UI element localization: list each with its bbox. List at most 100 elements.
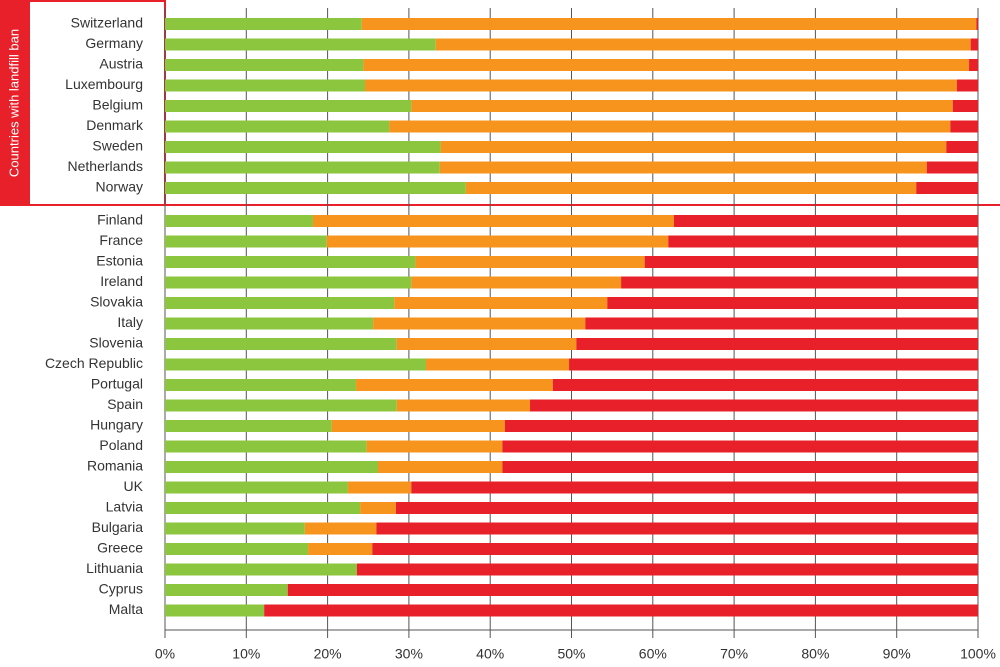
y-tick-label: Denmark bbox=[86, 117, 144, 133]
bar-segment bbox=[395, 502, 979, 514]
bar-segment bbox=[165, 161, 440, 174]
bar-segment bbox=[502, 461, 978, 473]
y-tick-label: Lithuania bbox=[86, 560, 143, 576]
y-tick-label: Estonia bbox=[96, 253, 143, 269]
bar-segment bbox=[165, 120, 390, 133]
bar-segment bbox=[946, 141, 978, 153]
bar-segment bbox=[504, 420, 978, 432]
bar-segment bbox=[165, 358, 426, 371]
bar-segment bbox=[165, 584, 288, 596]
bar-segment bbox=[435, 38, 971, 51]
group-label-bg bbox=[0, 0, 30, 206]
x-tick-label: 0% bbox=[155, 646, 175, 662]
bar-segment bbox=[389, 120, 951, 133]
y-tick-label: Netherlands bbox=[68, 158, 144, 174]
x-tick-label: 30% bbox=[395, 646, 423, 662]
bar-segment bbox=[165, 182, 466, 194]
group-label: Countries with landfill ban bbox=[6, 29, 21, 177]
bar-segment bbox=[411, 276, 622, 289]
bar-segment bbox=[396, 338, 577, 350]
bar-segment bbox=[396, 399, 531, 412]
bar-segment bbox=[465, 182, 917, 194]
bar-segment bbox=[165, 235, 327, 248]
bar-segment bbox=[361, 18, 977, 30]
y-tick-label: Germany bbox=[85, 35, 143, 51]
y-tick-label: Slovakia bbox=[90, 294, 143, 310]
x-tick-label: 80% bbox=[801, 646, 829, 662]
bar-segment bbox=[165, 297, 395, 309]
bar-segment bbox=[165, 420, 332, 432]
x-tick-label: 60% bbox=[639, 646, 667, 662]
bar-segment bbox=[287, 584, 978, 596]
y-tick-label: Norway bbox=[96, 179, 143, 195]
bar-segment bbox=[165, 481, 348, 494]
bar-segment bbox=[331, 420, 505, 432]
bar-segment bbox=[165, 317, 374, 330]
bar-segment bbox=[552, 379, 978, 391]
y-tick-label: Greece bbox=[97, 540, 143, 556]
y-tick-label: Austria bbox=[99, 56, 143, 72]
bar-segment bbox=[969, 59, 978, 71]
y-tick-label: Romania bbox=[87, 458, 143, 474]
bar-segment bbox=[425, 358, 570, 371]
x-tick-label: 10% bbox=[232, 646, 260, 662]
bar-segment bbox=[668, 235, 978, 248]
y-tick-label: Switzerland bbox=[71, 15, 143, 31]
bar-segment bbox=[165, 399, 397, 412]
x-tick-label: 20% bbox=[314, 646, 342, 662]
bar-segment bbox=[165, 522, 305, 535]
x-tick-label: 50% bbox=[557, 646, 585, 662]
bar-segment bbox=[415, 256, 645, 268]
y-tick-label: Bulgaria bbox=[92, 519, 144, 535]
y-tick-label: Malta bbox=[109, 601, 143, 617]
bar-segment bbox=[356, 563, 978, 576]
bar-segment bbox=[165, 440, 367, 453]
bar-segment bbox=[439, 161, 927, 174]
bar-segment bbox=[165, 256, 416, 268]
bar-segment bbox=[607, 297, 978, 309]
bar-segment bbox=[304, 522, 377, 535]
bar-segment bbox=[502, 440, 978, 453]
bar-segment bbox=[165, 100, 412, 112]
bar-segment bbox=[347, 481, 412, 494]
bar-segment bbox=[916, 182, 978, 194]
y-tick-label: Czech Republic bbox=[45, 355, 143, 371]
bar-segment bbox=[373, 317, 586, 330]
y-tick-label: France bbox=[99, 232, 143, 248]
y-tick-label: Slovenia bbox=[89, 335, 143, 351]
bar-segment bbox=[411, 100, 953, 112]
bar-segment bbox=[165, 276, 412, 289]
y-tick-label: Latvia bbox=[106, 499, 144, 515]
bar-segment bbox=[644, 256, 978, 268]
y-tick-label: Hungary bbox=[90, 417, 143, 433]
y-tick-label: Poland bbox=[99, 437, 143, 453]
bar-segment bbox=[970, 38, 978, 51]
bar-segment bbox=[165, 379, 357, 391]
bar-segment bbox=[366, 440, 503, 453]
x-tick-label: 100% bbox=[960, 646, 996, 662]
x-tick-label: 90% bbox=[883, 646, 911, 662]
bar-segment bbox=[378, 461, 503, 473]
bar-segment bbox=[956, 79, 978, 92]
y-tick-label: Italy bbox=[117, 314, 143, 330]
bar-segment bbox=[264, 604, 978, 617]
y-tick-label: Ireland bbox=[100, 273, 143, 289]
y-tick-label: Sweden bbox=[92, 138, 143, 154]
bar-segment bbox=[952, 100, 978, 112]
y-tick-label: UK bbox=[124, 478, 144, 494]
bar-segment bbox=[976, 18, 978, 30]
bar-segment bbox=[376, 522, 978, 535]
bar-segment bbox=[326, 235, 669, 248]
y-tick-label: Finland bbox=[97, 212, 143, 228]
bar-segment bbox=[356, 379, 553, 391]
y-tick-label: Portugal bbox=[91, 376, 143, 392]
bar-segment bbox=[569, 358, 978, 371]
bar-segment bbox=[360, 502, 396, 514]
bar-segment bbox=[372, 543, 978, 555]
bar-segment bbox=[165, 502, 361, 514]
x-tick-label: 70% bbox=[720, 646, 748, 662]
bar-segment bbox=[926, 161, 978, 174]
bar-segment bbox=[530, 399, 978, 412]
bar-segment bbox=[165, 79, 365, 92]
